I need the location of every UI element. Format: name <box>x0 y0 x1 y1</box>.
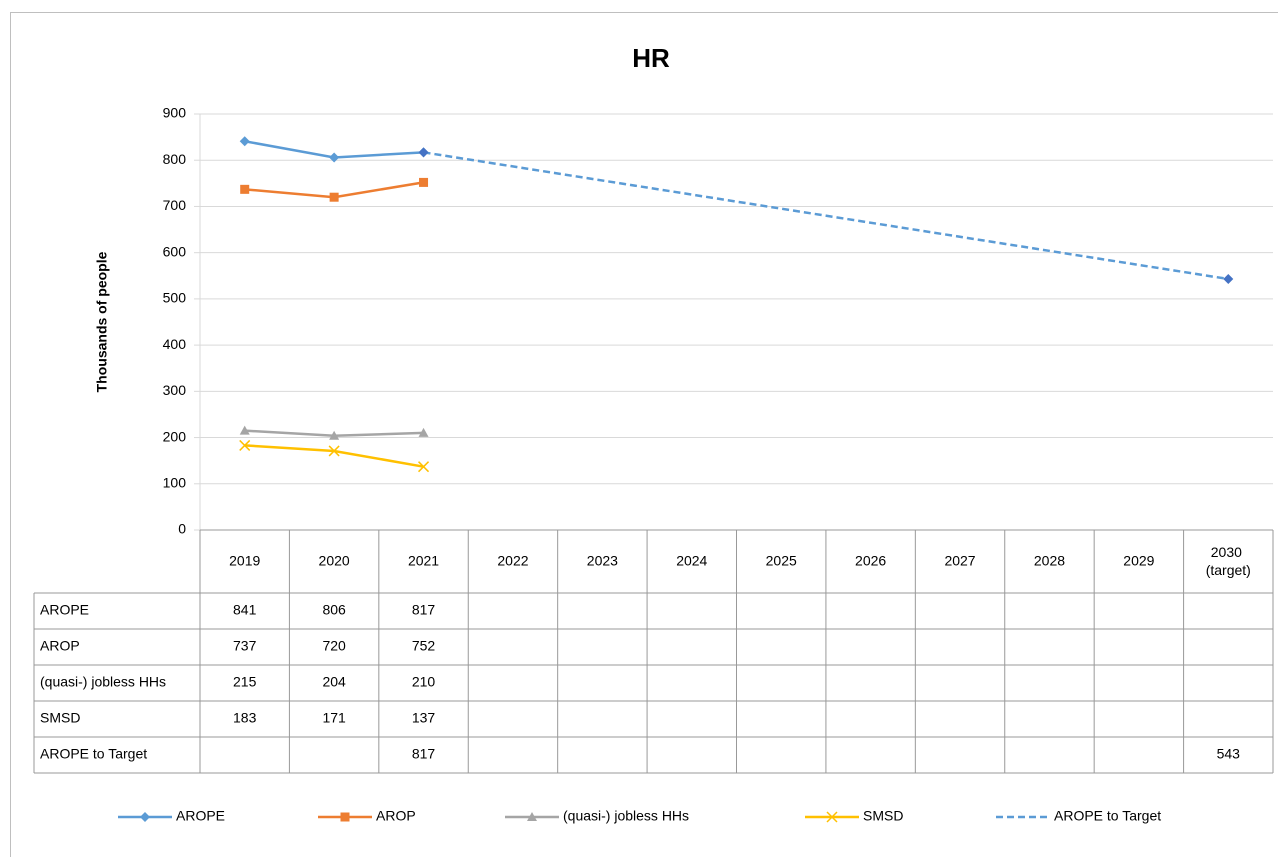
table-value: 752 <box>412 638 436 654</box>
y-tick-label: 200 <box>163 428 187 444</box>
y-tick-label: 900 <box>163 105 187 121</box>
x-tick-label: 2029 <box>1123 553 1154 569</box>
marker <box>240 184 250 194</box>
x-tick-label: 2028 <box>1034 553 1065 569</box>
table-row-label: AROPE <box>40 602 89 618</box>
x-tick-label: 2026 <box>855 553 886 569</box>
y-tick-label: 300 <box>163 382 187 398</box>
x-tick-label: 2022 <box>497 553 528 569</box>
table-value: 210 <box>412 674 436 690</box>
marker <box>329 152 340 163</box>
legend-label: AROPE <box>176 808 225 824</box>
marker <box>239 136 250 147</box>
legend-label: (quasi-) jobless HHs <box>563 808 689 824</box>
table-value: 183 <box>233 710 257 726</box>
y-axis-label: Thousands of people <box>94 251 110 392</box>
table-value: 137 <box>412 710 436 726</box>
table-value: 841 <box>233 602 257 618</box>
table-value: 215 <box>233 674 257 690</box>
legend-label: SMSD <box>863 808 903 824</box>
marker <box>329 430 340 440</box>
table-value: 543 <box>1217 746 1241 762</box>
table-value: 817 <box>412 602 436 618</box>
table-row-label: AROPE to Target <box>40 746 147 762</box>
y-tick-label: 0 <box>178 521 186 537</box>
x-tick-label: 2021 <box>408 553 439 569</box>
legend-label: AROPE to Target <box>1054 808 1161 824</box>
y-tick-label: 500 <box>163 290 187 306</box>
marker <box>418 147 429 158</box>
y-tick-label: 100 <box>163 474 187 490</box>
legend-marker <box>140 812 150 822</box>
table-value: 720 <box>322 638 346 654</box>
y-tick-label: 600 <box>163 243 187 259</box>
marker <box>239 439 251 451</box>
x-tick-label: 2025 <box>766 553 797 569</box>
marker <box>328 445 340 457</box>
table-value: 204 <box>322 674 346 690</box>
table-row-label: AROP <box>40 638 80 654</box>
y-tick-label: 800 <box>163 151 187 167</box>
table-row-label: (quasi-) jobless HHs <box>40 674 166 690</box>
x-tick-label: 2023 <box>587 553 618 569</box>
y-tick-label: 700 <box>163 197 187 213</box>
marker <box>418 461 430 473</box>
table-value: 737 <box>233 638 257 654</box>
x-tick-label: 2030 (target) <box>1206 544 1251 578</box>
legend-label: AROP <box>376 808 416 824</box>
series-line <box>423 151 1229 281</box>
marker <box>239 425 250 435</box>
marker <box>419 177 429 187</box>
x-tick-label: 2019 <box>229 553 260 569</box>
x-tick-label: 2027 <box>944 553 975 569</box>
table-value: 806 <box>322 602 346 618</box>
legend-marker <box>826 811 838 823</box>
x-tick-label: 2024 <box>676 553 707 569</box>
marker <box>418 427 429 437</box>
x-tick-label: 2020 <box>319 553 350 569</box>
y-tick-label: 400 <box>163 336 187 352</box>
chart-title: HR <box>632 43 670 73</box>
marker <box>1223 274 1234 285</box>
legend-marker <box>527 812 537 821</box>
table-row-label: SMSD <box>40 710 80 726</box>
table-value: 817 <box>412 746 436 762</box>
legend-marker <box>340 812 350 822</box>
marker <box>329 192 339 202</box>
table-value: 171 <box>322 710 346 726</box>
chart-frame <box>10 12 1278 857</box>
